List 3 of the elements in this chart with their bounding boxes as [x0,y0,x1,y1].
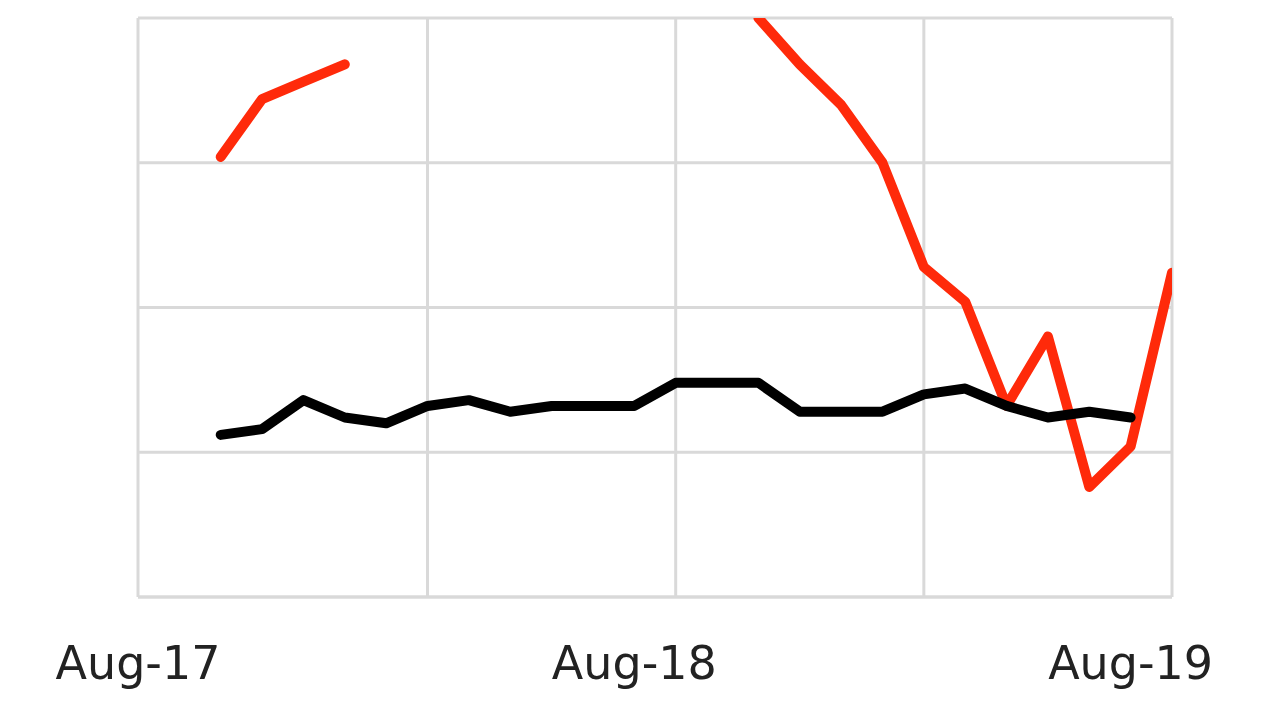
x-tick-label: Aug-18 [551,635,717,690]
x-tick-label: Aug-19 [1048,635,1214,690]
x-tick-label: Aug-17 [55,635,221,690]
